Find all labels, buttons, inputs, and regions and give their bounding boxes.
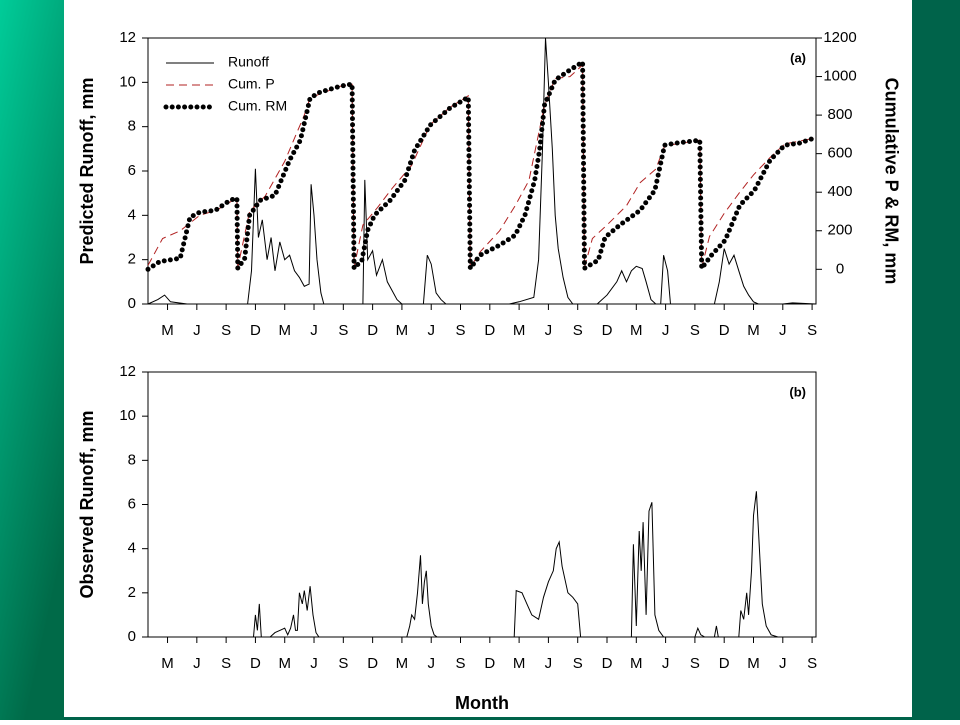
x-tick-label: J <box>779 655 787 672</box>
x-tick-label: J <box>662 655 670 672</box>
x-tick-label: M <box>747 655 760 672</box>
y2-axis-title: Cumulative P & RM, mm <box>881 78 901 285</box>
y2-tick-label: 0 <box>836 260 844 277</box>
x-tick-label: D <box>367 322 378 339</box>
y-tick-label: 10 <box>119 73 136 90</box>
right-band <box>912 0 960 720</box>
panel-label: (a) <box>790 50 806 65</box>
y-tick-label: 12 <box>119 363 136 380</box>
series-line <box>147 37 817 305</box>
y2-tick-label: 600 <box>827 145 852 162</box>
x-tick-label: J <box>545 322 553 339</box>
x-tick-label: S <box>807 655 817 672</box>
y-tick-label: 4 <box>128 206 136 223</box>
x-tick-label: M <box>513 655 526 672</box>
panel-label: (b) <box>789 384 806 399</box>
y-axis-title: Observed Runoff, mm <box>77 410 97 598</box>
y-axis-title: Predicted Runoff, mm <box>77 77 97 264</box>
y-tick-label: 6 <box>128 162 136 179</box>
x-tick-label: J <box>662 322 670 339</box>
x-tick-label: D <box>719 655 730 672</box>
x-tick-label: M <box>278 655 291 672</box>
y2-tick-label: 400 <box>827 183 852 200</box>
x-tick-label: D <box>484 655 495 672</box>
y-tick-label: 0 <box>128 295 136 312</box>
x-tick-label: S <box>690 322 700 339</box>
x-tick-label: J <box>193 322 201 339</box>
x-tick-label: S <box>456 322 466 339</box>
x-tick-label: D <box>602 655 613 672</box>
x-tick-label: S <box>221 655 231 672</box>
x-tick-label: S <box>456 655 466 672</box>
y-tick-label: 12 <box>119 29 136 46</box>
x-tick-label: D <box>367 655 378 672</box>
x-tick-label: J <box>545 655 553 672</box>
x-tick-label: J <box>310 322 318 339</box>
y2-tick-label: 1000 <box>823 68 856 85</box>
left-band <box>0 0 64 720</box>
series-line <box>145 57 817 277</box>
x-tick-label: D <box>484 322 495 339</box>
x-tick-label: S <box>573 322 583 339</box>
y2-tick-label: 800 <box>827 106 852 123</box>
bottom-rule <box>64 717 912 720</box>
legend-label: Cum. RM <box>228 98 287 114</box>
y-tick-label: 4 <box>128 540 136 557</box>
x-tick-label: D <box>602 322 613 339</box>
x-tick-label: J <box>427 322 435 339</box>
x-tick-label: S <box>690 655 700 672</box>
y-tick-label: 8 <box>128 451 136 468</box>
series-line <box>148 491 816 638</box>
x-tick-label: S <box>338 322 348 339</box>
x-tick-label: J <box>779 322 787 339</box>
x-tick-label: S <box>573 655 583 672</box>
x-tick-label: D <box>250 655 261 672</box>
y-tick-label: 10 <box>119 407 136 424</box>
x-tick-label: M <box>278 322 291 339</box>
x-tick-label: M <box>513 322 526 339</box>
x-tick-label: J <box>193 655 201 672</box>
legend-label: Cum. P <box>228 76 275 92</box>
x-tick-label: M <box>396 322 409 339</box>
x-tick-label: S <box>807 322 817 339</box>
x-tick-label: J <box>310 655 318 672</box>
y-tick-label: 2 <box>128 584 136 601</box>
slide-body <box>64 0 912 720</box>
x-tick-label: D <box>250 322 261 339</box>
x-tick-label: M <box>161 655 174 672</box>
y-tick-label: 0 <box>128 628 136 645</box>
x-tick-label: M <box>630 655 643 672</box>
y-tick-label: 8 <box>128 118 136 135</box>
x-tick-label: M <box>747 322 760 339</box>
y2-tick-label: 1200 <box>823 29 856 46</box>
x-tick-label: M <box>396 655 409 672</box>
y-tick-label: 2 <box>128 251 136 268</box>
x-tick-label: S <box>221 322 231 339</box>
y-tick-label: 6 <box>128 495 136 512</box>
x-tick-label: S <box>338 655 348 672</box>
legend-label: Runoff <box>228 54 269 70</box>
x-tick-label: M <box>630 322 643 339</box>
x-tick-label: J <box>427 655 435 672</box>
x-tick-label: M <box>161 322 174 339</box>
y2-tick-label: 200 <box>827 222 852 239</box>
series-line <box>147 63 815 270</box>
x-tick-label: D <box>719 322 730 339</box>
x-axis-title: Month <box>455 693 509 713</box>
